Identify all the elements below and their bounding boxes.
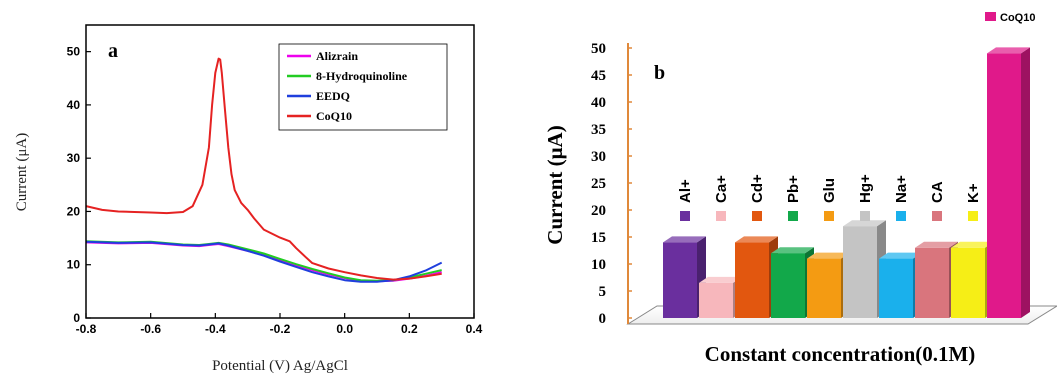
y-tick-label: 20 [67, 204, 81, 218]
panel-b-legend: Al+ Ca+ Cd+ Pb+ Glu Hg+ Na+ CA K+ CoQ10 [677, 12, 1035, 221]
x-tick-label: 0.2 [401, 322, 418, 336]
panel-a-x-axis-label: Potential (V) Ag/AgCl [212, 358, 348, 374]
legend-swatch [752, 211, 762, 221]
panel-a-y-axis-label: Current (μA) [14, 133, 30, 211]
panel-b-tag: b [654, 62, 665, 84]
x-tick-label: -0.6 [140, 322, 161, 336]
category-label: Cd+ [749, 174, 766, 203]
category-label: CoQ10 [1000, 12, 1035, 24]
bar-front [699, 282, 733, 318]
y-tick-label: 10 [591, 257, 606, 273]
panel-a-legend: Alizrain 8-Hydroquinoline EEDQ CoQ10 [278, 43, 448, 131]
legend-swatch [968, 211, 978, 221]
bar-al [663, 236, 706, 318]
y-tick-label: 0 [73, 311, 80, 325]
legend-swatch [932, 211, 942, 221]
bar-front [951, 247, 985, 318]
series-line-eedq [85, 240, 443, 283]
y-tick-label: 45 [591, 68, 606, 84]
category-label: Pb+ [785, 175, 802, 203]
bar-top [915, 241, 958, 248]
y-tick-label: 40 [591, 95, 606, 111]
bar-top [699, 276, 742, 283]
y-tick-label: 25 [591, 176, 606, 192]
series-line-alizrain [85, 241, 442, 283]
legend-swatch [680, 211, 690, 221]
bar-top [735, 236, 778, 243]
y-tick-label: 5 [599, 284, 607, 300]
y-tick-label: 20 [591, 203, 606, 219]
legend-swatch [716, 211, 726, 221]
category-label: K+ [965, 183, 982, 203]
bar-top [951, 241, 994, 248]
bar-front [663, 242, 697, 318]
panel-a-x-ticks: -0.8 -0.6 -0.4 -0.2 0.0 0.2 0.4 [76, 313, 483, 336]
panel-b-y-ticks: 0 5 10 15 20 25 30 35 40 45 50 [591, 41, 632, 327]
category-label: Ca+ [713, 175, 730, 203]
bar-front [879, 258, 913, 318]
bar-top [879, 252, 922, 259]
panel-b-3d-bar-chart: 0 5 10 15 20 25 30 35 40 45 50 Al+ Ca+ Cd+ Pb+ Glu Hg+ N… [543, 12, 1057, 366]
bar-top [771, 247, 814, 254]
legend-swatch [860, 211, 870, 221]
bar-top [843, 220, 886, 227]
legend-swatch [824, 211, 834, 221]
bar-front [771, 253, 805, 318]
legend-swatch [896, 211, 906, 221]
panel-a-y-ticks: 0 10 20 30 40 50 [67, 45, 91, 325]
y-tick-label: 10 [67, 258, 81, 272]
bar-front [807, 258, 841, 318]
panel-b-y-axis-label: Current (μA) [543, 125, 567, 244]
y-tick-label: 35 [591, 122, 606, 138]
category-label: Hg+ [857, 174, 874, 203]
legend-entry-label: 8-Hydroquinoline [316, 69, 408, 83]
y-tick-label: 15 [591, 230, 606, 246]
legend-entry-label: CoQ10 [316, 109, 352, 123]
panel-a-tag: a [108, 40, 118, 62]
bar-front [843, 226, 877, 318]
y-tick-label: 30 [591, 149, 606, 165]
category-label: Glu [821, 178, 838, 203]
y-tick-label: 30 [67, 151, 81, 165]
bar-coq10 [987, 47, 1030, 319]
y-tick-label: 40 [67, 98, 81, 112]
y-tick-label: 50 [67, 45, 81, 59]
y-tick-label: 50 [591, 41, 606, 57]
legend-entry-label: Alizrain [316, 49, 358, 63]
series-line-8-hydroquinoline [85, 240, 442, 282]
bar-top [987, 47, 1030, 54]
bar-front [915, 247, 949, 318]
x-tick-label: -0.8 [76, 322, 97, 336]
x-tick-label: -0.2 [270, 322, 291, 336]
panel-b-bars [663, 47, 1030, 319]
category-label: Al+ [677, 179, 694, 203]
bar-front [735, 242, 769, 318]
bar-front [987, 53, 1021, 319]
panel-a-series-lines [85, 57, 443, 283]
x-tick-label: 0.0 [336, 322, 353, 336]
bar-top [663, 236, 706, 243]
y-tick-label: 0 [599, 311, 607, 327]
x-tick-label: 0.4 [466, 322, 483, 336]
bar-side [1021, 47, 1030, 319]
legend-swatch [788, 211, 798, 221]
legend-swatch [985, 12, 996, 21]
panel-b-x-axis-label: Constant concentration(0.1M) [705, 342, 976, 366]
legend-entry-label: EEDQ [316, 89, 350, 103]
category-label: Na+ [893, 175, 910, 203]
series-line-coq10 [85, 57, 442, 281]
bar-top [807, 252, 850, 259]
x-tick-label: -0.4 [205, 322, 226, 336]
category-label: CA [929, 181, 946, 203]
